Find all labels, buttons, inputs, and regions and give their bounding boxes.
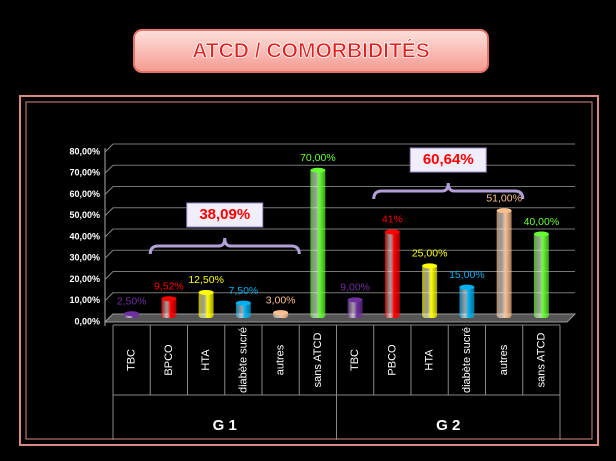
- value-label: 9,00%: [340, 282, 370, 294]
- value-label: 41%: [382, 214, 403, 226]
- brace: [148, 237, 301, 255]
- x-tick-label: TBC: [126, 349, 138, 371]
- bar-top: [124, 311, 140, 317]
- y-tick-label: 20,00%: [69, 274, 100, 284]
- chart-title: ATCD / COMORBIDITÉS: [192, 40, 430, 63]
- bar: [235, 302, 251, 318]
- value-label: 15,00%: [449, 269, 485, 281]
- bar: [496, 209, 512, 318]
- value-label: 70,00%: [300, 152, 336, 164]
- bar: [422, 264, 438, 318]
- y-tick-label: 30,00%: [69, 253, 100, 263]
- y-tick-label: 40,00%: [69, 231, 100, 241]
- value-label: 40,00%: [524, 216, 560, 228]
- bar-top: [347, 297, 363, 303]
- grid-line: [104, 292, 114, 302]
- x-tick-label: HTA: [200, 349, 212, 371]
- bar: [384, 230, 400, 318]
- bar-top: [422, 263, 438, 269]
- frame-inner: [25, 101, 593, 440]
- x-tick-label: sans ATCD: [312, 333, 324, 388]
- value-label: 25,00%: [412, 248, 448, 260]
- bar: [533, 233, 549, 318]
- grid-line: [104, 228, 114, 238]
- x-tick-label: sans ATCD: [535, 333, 547, 388]
- annotation: 60,64%: [423, 151, 474, 168]
- bar-top: [459, 284, 475, 290]
- frame-outer: [19, 95, 599, 446]
- bar: [347, 298, 363, 318]
- bar-top: [533, 231, 549, 237]
- bar-top: [310, 167, 326, 173]
- x-tick-label: HTA: [424, 349, 436, 371]
- x-tick-label: diabète sucré: [237, 327, 249, 393]
- y-tick-label: 60,00%: [69, 189, 100, 199]
- group-label: G 1: [213, 417, 237, 434]
- value-label: 12,50%: [188, 274, 224, 286]
- bar-top: [198, 289, 214, 295]
- y-tick-label: 80,00%: [69, 146, 100, 156]
- group-label: G 2: [436, 417, 460, 434]
- value-label: 3,00%: [266, 294, 296, 306]
- y-tick-label: 0,00%: [74, 316, 100, 326]
- value-label: 9,52%: [154, 281, 184, 293]
- x-tick-label: diabète sucré: [461, 327, 473, 393]
- title-box: [133, 29, 489, 73]
- bar-top: [384, 229, 400, 235]
- grid-line: [104, 207, 114, 217]
- bar-top: [161, 296, 177, 302]
- annotation-box: [409, 147, 487, 173]
- x-tick-label: autres: [498, 344, 510, 375]
- y-tick-label: 70,00%: [69, 168, 100, 178]
- grid-line: [104, 271, 114, 280]
- bar-top: [273, 310, 289, 316]
- value-label: 51,00%: [486, 192, 522, 204]
- grid-line: [104, 143, 114, 153]
- bar: [161, 297, 177, 318]
- annotation: 38,09%: [199, 206, 250, 223]
- x-tick-label: TBC: [349, 349, 361, 371]
- x-tick-label: BPCO: [163, 344, 175, 376]
- grid-line: [104, 186, 114, 195]
- bar: [310, 169, 326, 318]
- grid-line: [104, 249, 114, 259]
- x-tick-label: autres: [275, 344, 287, 375]
- bar: [198, 291, 214, 318]
- x-tick-label: PBCO: [386, 344, 398, 376]
- grid-line: [104, 164, 114, 174]
- bar-top: [496, 208, 512, 214]
- y-tick-label: 10,00%: [69, 295, 100, 305]
- value-label: 2,50%: [117, 295, 147, 307]
- bar-top: [235, 300, 251, 306]
- brace: [372, 182, 525, 200]
- floor: [103, 313, 577, 323]
- y-tick-label: 50,00%: [69, 210, 100, 220]
- value-label: 7,50%: [228, 285, 258, 297]
- bar: [459, 286, 475, 318]
- annotation-box: [186, 202, 264, 228]
